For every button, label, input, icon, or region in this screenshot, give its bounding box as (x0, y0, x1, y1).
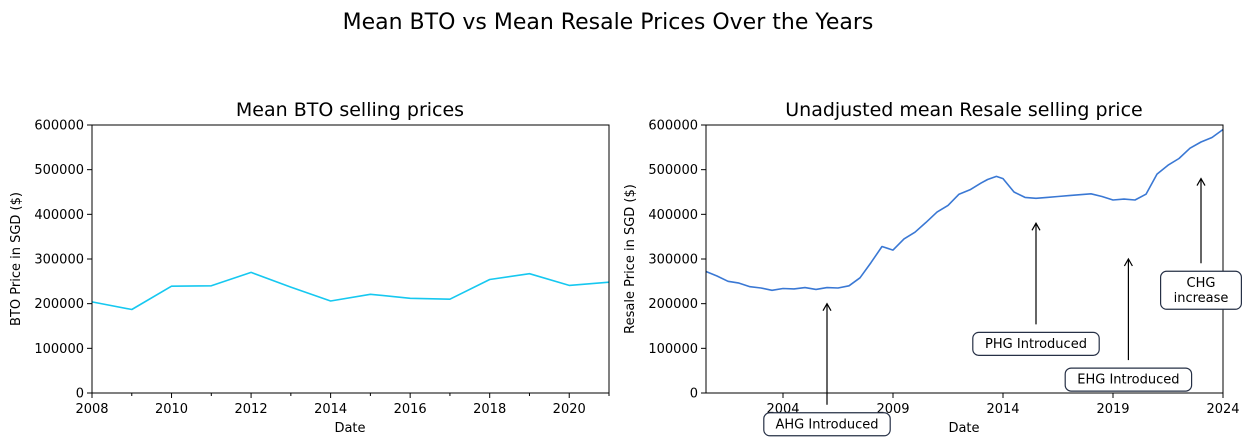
bto-xtick-label: 2018 (473, 402, 506, 417)
resale-xtick-label: 2019 (1096, 402, 1129, 417)
annotation-0: AHG Introduced (763, 302, 891, 437)
annotation-arrowhead (822, 302, 832, 311)
resale-xtick-label: 2014 (986, 402, 1019, 417)
annotation-label: AHG Introduced (776, 417, 879, 432)
bto-x-axis-label: Date (334, 421, 365, 436)
resale-chart: Unadjusted mean Resale selling price Dat… (623, 99, 1242, 437)
resale-plot-area (705, 128, 1224, 292)
bto-chart-title: Mean BTO selling prices (236, 99, 464, 121)
annotation-arrowhead (1123, 257, 1133, 267)
resale-xtick-label: 2024 (1206, 402, 1239, 417)
resale-chart-title: Unadjusted mean Resale selling price (785, 99, 1142, 121)
resale-ytick-label: 400000 (648, 208, 698, 223)
annotation-box (1159, 270, 1242, 310)
bto-ytick-label: 600000 (34, 119, 84, 134)
resale-x-axis-label: Date (948, 421, 979, 436)
bto-xtick-label: 2020 (553, 402, 586, 417)
bto-plot-area (91, 271, 610, 311)
bto-ytick-label: 0 (76, 387, 84, 402)
bto-y-axis-label: BTO Price in SGD ($) (9, 192, 24, 326)
bto-axes-frame (91, 124, 610, 394)
annotation-label: increase (1174, 291, 1229, 306)
bto-xtick-label: 2008 (75, 402, 108, 417)
bto-ticks: 0 100000 200000 300000 400000 500000 600000 200… (34, 119, 610, 417)
annotation-arrowhead (1031, 222, 1041, 231)
annotation-label: CHG (1187, 276, 1216, 291)
resale-ytick-label: 100000 (648, 342, 698, 357)
bto-xtick-label: 2016 (394, 402, 427, 417)
bto-chart: Mean BTO selling prices Date BTO Price i… (9, 99, 610, 436)
bto-xtick-label: 2010 (155, 402, 188, 417)
annotation-box (763, 412, 891, 437)
resale-ytick-label: 500000 (648, 163, 698, 178)
annotation-2: EHG Introduced (1064, 257, 1193, 392)
resale-series-line (705, 128, 1224, 292)
bto-xtick-label: 2012 (235, 402, 268, 417)
resale-ytick-label: 600000 (648, 119, 698, 134)
annotation-1: PHG Introduced (972, 222, 1100, 356)
resale-ytick-label: 200000 (648, 297, 698, 312)
bto-xtick-label: 2014 (314, 402, 347, 417)
bto-ytick-label: 400000 (34, 208, 84, 223)
bto-ytick-label: 500000 (34, 163, 84, 178)
annotation-label: PHG Introduced (985, 337, 1087, 352)
bto-series-line (91, 271, 610, 311)
bto-ytick-label: 200000 (34, 297, 84, 312)
resale-annotations: AHG Introduced PHG Introduced EHG Introduc… (763, 177, 1242, 437)
resale-axes-frame (705, 124, 1224, 394)
annotation-arrowhead (1196, 177, 1206, 186)
bto-ytick-label: 300000 (34, 253, 84, 268)
annotation-box (972, 331, 1100, 356)
annotation-label: EHG Introduced (1077, 373, 1179, 388)
figure-title: Mean BTO vs Mean Resale Prices Over the … (343, 10, 874, 35)
resale-ytick-label: 300000 (648, 253, 698, 268)
bto-ytick-label: 100000 (34, 342, 84, 357)
annotation-box (1064, 367, 1193, 392)
resale-ytick-label: 0 (690, 387, 698, 402)
resale-y-axis-label: Resale Price in SGD ($) (623, 184, 638, 334)
